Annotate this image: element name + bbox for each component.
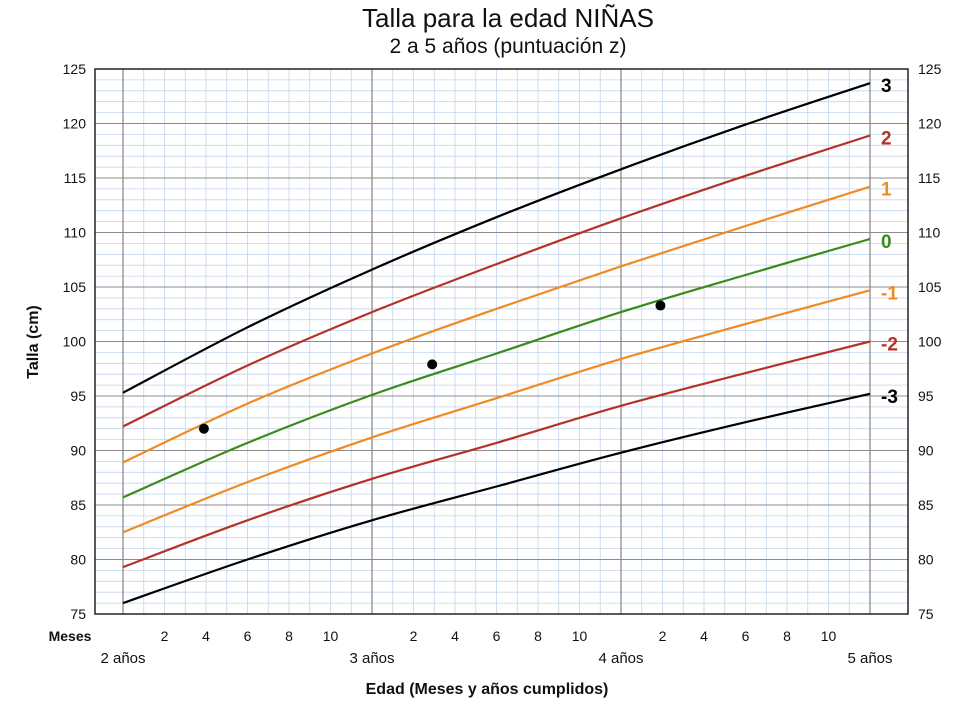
y-tick-label-left: 105 bbox=[63, 279, 87, 295]
y-tick-label-right: 85 bbox=[918, 497, 934, 513]
x-tick-label: 8 bbox=[534, 628, 542, 644]
x-unit-label: Meses bbox=[49, 628, 92, 644]
z-score-label: -1 bbox=[881, 283, 898, 304]
x-tick-label: 4 bbox=[700, 628, 708, 644]
y-tick-label-left: 125 bbox=[63, 61, 87, 77]
points-layer bbox=[198, 300, 666, 434]
x-years: 2 años 3 años 4 años 5 años bbox=[100, 650, 892, 667]
x-tick-label: 8 bbox=[783, 628, 791, 644]
x-tick-label: 6 bbox=[493, 628, 501, 644]
x-year-label: 2 años bbox=[100, 650, 145, 667]
y-tick-label-right: 115 bbox=[918, 170, 941, 186]
y-tick-label-left: 85 bbox=[70, 497, 86, 513]
z-score-label: 2 bbox=[881, 128, 892, 149]
y-tick-label-left: 120 bbox=[63, 116, 87, 132]
y-tick-label-right: 105 bbox=[918, 279, 942, 295]
z-score-label: 3 bbox=[881, 76, 892, 97]
series-layer bbox=[122, 82, 871, 605]
y-tick-label-right: 110 bbox=[918, 225, 941, 241]
x-tick-label: 2 bbox=[410, 628, 418, 644]
y-tick-label-left: 80 bbox=[70, 552, 86, 568]
y-tick-label-left: 100 bbox=[63, 334, 87, 350]
z-labels: 3 2 1 0 -1 -2 -3 bbox=[881, 76, 898, 408]
chart-subtitle: 2 a 5 años (puntuación z) bbox=[390, 35, 627, 58]
x-year-label: 3 años bbox=[349, 650, 394, 667]
series-line-z-2 bbox=[122, 340, 871, 569]
z-score-label: 0 bbox=[881, 232, 892, 253]
z-score-label: -2 bbox=[881, 335, 898, 356]
x-axis-label: Edad (Meses y años cumplidos) bbox=[366, 681, 609, 698]
x-tick-label: 4 bbox=[202, 628, 210, 644]
y-tick-label-right: 95 bbox=[918, 388, 934, 404]
z-score-label: -3 bbox=[881, 387, 898, 408]
y-tick-label-left: 115 bbox=[64, 170, 87, 186]
y-tick-label-left: 90 bbox=[70, 443, 86, 459]
series-line-z0 bbox=[122, 237, 871, 499]
y-tick-label-right: 100 bbox=[918, 334, 942, 350]
x-tick-label: 10 bbox=[572, 628, 588, 644]
x-tick-label: 2 bbox=[659, 628, 667, 644]
series-line-z3 bbox=[122, 82, 871, 394]
y-tick-label-right: 125 bbox=[918, 61, 942, 77]
series-line-z1 bbox=[122, 185, 871, 464]
x-tick-label: 6 bbox=[244, 628, 252, 644]
series-line-z2 bbox=[122, 134, 871, 428]
y-tick-label-right: 80 bbox=[918, 552, 934, 568]
y-tick-label-left: 75 bbox=[70, 606, 86, 622]
measurement-point bbox=[198, 423, 209, 434]
chart-title: Talla para la edad NIÑAS bbox=[362, 3, 654, 33]
y-ticks-left: 75 80 85 90 95 100 105 110 115 120 125 bbox=[63, 61, 87, 622]
x-tick-label: 4 bbox=[451, 628, 459, 644]
x-year-label: 5 años bbox=[847, 650, 892, 667]
x-tick-label: 10 bbox=[323, 628, 339, 644]
y-axis-label: Talla (cm) bbox=[25, 305, 42, 379]
y-ticks-right: 75 80 85 90 95 100 105 110 115 120 125 bbox=[918, 61, 942, 622]
y-tick-label-left: 95 bbox=[70, 388, 86, 404]
y-tick-label-right: 90 bbox=[918, 443, 934, 459]
x-tick-label: 8 bbox=[285, 628, 293, 644]
z-score-label: 1 bbox=[881, 180, 892, 201]
measurement-point bbox=[427, 359, 438, 370]
y-tick-label-right: 120 bbox=[918, 116, 942, 132]
x-year-label: 4 años bbox=[598, 650, 643, 667]
x-tick-label: 10 bbox=[821, 628, 837, 644]
x-ticks: 2 4 6 8 10 2 4 6 8 10 2 4 6 8 10 bbox=[161, 628, 837, 644]
y-tick-label-right: 75 bbox=[918, 606, 934, 622]
y-tick-label-left: 110 bbox=[64, 225, 87, 241]
x-tick-label: 6 bbox=[742, 628, 750, 644]
series-line-z-1 bbox=[122, 289, 871, 534]
x-tick-label: 2 bbox=[161, 628, 169, 644]
measurement-point bbox=[655, 300, 666, 311]
plot-border bbox=[94, 68, 909, 615]
series-line-z-3 bbox=[122, 392, 871, 605]
